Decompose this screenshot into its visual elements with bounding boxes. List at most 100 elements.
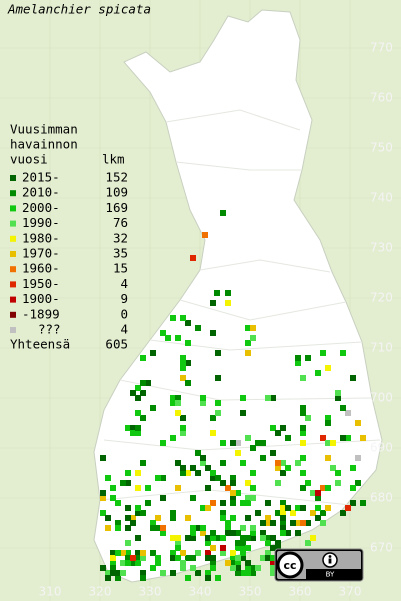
observation-square (355, 420, 361, 426)
y-coordinate-label: 740 (370, 191, 393, 205)
observation-square (130, 515, 136, 521)
x-coordinate-label: 310 (39, 585, 62, 599)
observation-square (190, 555, 196, 561)
observation-square (335, 395, 341, 401)
observation-square (320, 435, 326, 441)
observation-square (280, 425, 286, 431)
observation-square (265, 515, 271, 521)
observation-square (295, 505, 301, 511)
observation-square (150, 565, 156, 571)
observation-square (250, 565, 256, 571)
observation-square (235, 530, 241, 536)
legend-count: 32 (113, 230, 128, 245)
observation-square (202, 232, 208, 238)
observation-square (275, 460, 281, 466)
observation-square (360, 500, 366, 506)
observation-square (300, 375, 306, 381)
observation-square (230, 560, 236, 566)
observation-square (310, 490, 316, 496)
observation-square (215, 400, 221, 406)
observation-square (205, 485, 211, 491)
observation-square (125, 515, 131, 521)
observation-square (220, 535, 226, 541)
observation-square (265, 395, 271, 401)
observation-square (230, 480, 236, 486)
observation-square (130, 555, 136, 561)
observation-square (250, 325, 256, 331)
observation-square (240, 545, 246, 551)
observation-square (255, 440, 261, 446)
observation-square (240, 570, 246, 576)
observation-square (220, 460, 226, 466)
observation-square (110, 485, 116, 491)
observation-square (280, 500, 286, 506)
observation-square (180, 560, 186, 566)
observation-square (245, 325, 251, 331)
observation-square (245, 495, 251, 501)
observation-square (245, 350, 251, 356)
observation-square (260, 520, 266, 526)
observation-square (160, 330, 166, 336)
observation-square (215, 410, 221, 416)
legend-count-header: lkm (102, 152, 125, 167)
observation-square (105, 525, 111, 531)
observation-square (190, 530, 196, 536)
observation-square (175, 545, 181, 551)
legend-swatch (10, 327, 16, 333)
observation-square (190, 465, 196, 471)
observation-square (195, 450, 201, 456)
observation-square (170, 535, 176, 541)
finland-outline (93, 9, 383, 583)
legend-swatch (10, 220, 16, 227)
observation-square (220, 440, 226, 446)
observation-square (210, 470, 216, 476)
observation-square (240, 555, 246, 561)
observation-square (120, 570, 126, 576)
observation-square (110, 560, 116, 566)
observation-square (235, 560, 241, 566)
observation-square (140, 390, 146, 396)
observation-square (105, 575, 111, 581)
observation-square (225, 300, 231, 306)
observation-square (275, 430, 281, 436)
legend-label: 1900- (22, 291, 60, 306)
observation-square (220, 480, 226, 486)
observation-square (205, 550, 211, 556)
observation-square (180, 425, 186, 431)
badge-strip (306, 569, 361, 579)
observation-square (145, 485, 151, 491)
observation-square (105, 570, 111, 576)
observation-square (135, 535, 141, 541)
observation-square (245, 560, 251, 566)
observation-square (265, 500, 271, 506)
observation-square (250, 445, 256, 451)
by-body (328, 558, 332, 564)
observation-square (320, 510, 326, 516)
legend-header: Vuusimman (10, 122, 78, 137)
observation-square (225, 485, 231, 491)
observation-square (210, 430, 216, 436)
observation-square (140, 575, 146, 581)
legend-swatch (10, 281, 16, 288)
observation-square (325, 420, 331, 426)
observation-square (345, 505, 351, 511)
observation-square (350, 375, 356, 381)
observation-square (320, 350, 326, 356)
observation-square (250, 570, 256, 576)
observation-square (160, 475, 166, 481)
observation-square (325, 440, 331, 446)
observation-square (150, 525, 156, 531)
observation-square (280, 520, 286, 526)
observation-square (280, 510, 286, 516)
observation-square (245, 340, 251, 346)
observation-square (210, 475, 216, 481)
legend-count: 109 (105, 185, 128, 200)
observation-square (230, 530, 236, 536)
observation-square (125, 560, 131, 566)
observation-square (195, 570, 201, 576)
observation-square (220, 545, 226, 551)
legend-header: vuosi (10, 152, 48, 167)
observation-square (300, 430, 306, 436)
observation-square (280, 460, 286, 466)
observation-square (265, 555, 271, 561)
